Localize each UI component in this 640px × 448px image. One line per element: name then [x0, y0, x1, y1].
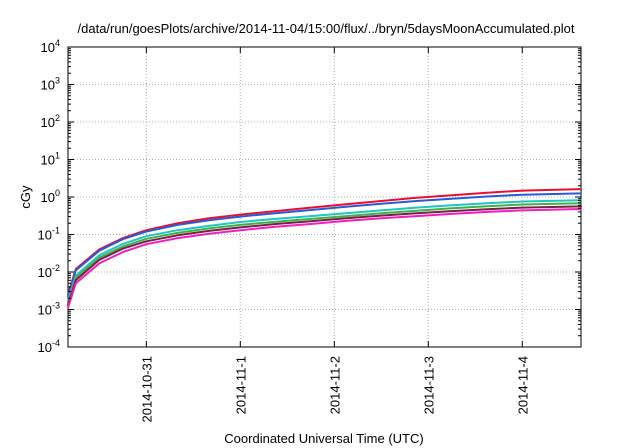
grid — [68, 47, 581, 347]
x-axis: 2014-10-31 2014-11-1 2014-11-2 2014-11-3 201… — [139, 47, 530, 423]
y-tick-label: 101 — [41, 151, 60, 168]
x-tick-label: 2014-11-4 — [515, 356, 530, 414]
y-tick-label: 100 — [41, 188, 60, 205]
y-axis: 10-4 10-3 10-2 10-1 100 101 102 103 104 — [38, 38, 581, 355]
x-tick-label: 2014-10-31 — [139, 356, 154, 423]
x-tick-label: 2014-11-3 — [421, 356, 436, 414]
series-line-4 — [67, 202, 582, 304]
series-group — [67, 188, 582, 309]
plot-frame — [67, 46, 582, 348]
y-tick-label: 102 — [41, 113, 60, 130]
y-tick-label: 103 — [41, 76, 60, 93]
plot-area — [67, 46, 582, 348]
y-tick-label: 10-2 — [38, 263, 60, 280]
series-line-1 — [67, 188, 582, 296]
x-axis-label: Coordinated Universal Time (UTC) — [224, 431, 423, 446]
y-tick-label: 104 — [41, 38, 60, 55]
x-tick-label: 2014-11-1 — [233, 356, 248, 414]
y-tick-label: 10-3 — [38, 301, 60, 318]
series-line-3 — [67, 199, 582, 302]
y-tick-label: 10-1 — [38, 226, 60, 243]
chart-title: /data/run/goesPlots/archive/2014-11-04/1… — [78, 21, 575, 36]
series-line-2 — [67, 192, 582, 298]
series-line-6 — [67, 208, 582, 309]
y-axis-label: cGy — [18, 185, 33, 209]
y-tick-label: 10-4 — [38, 338, 60, 355]
series-line-5 — [67, 205, 582, 307]
x-tick-label: 2014-11-2 — [327, 356, 342, 414]
